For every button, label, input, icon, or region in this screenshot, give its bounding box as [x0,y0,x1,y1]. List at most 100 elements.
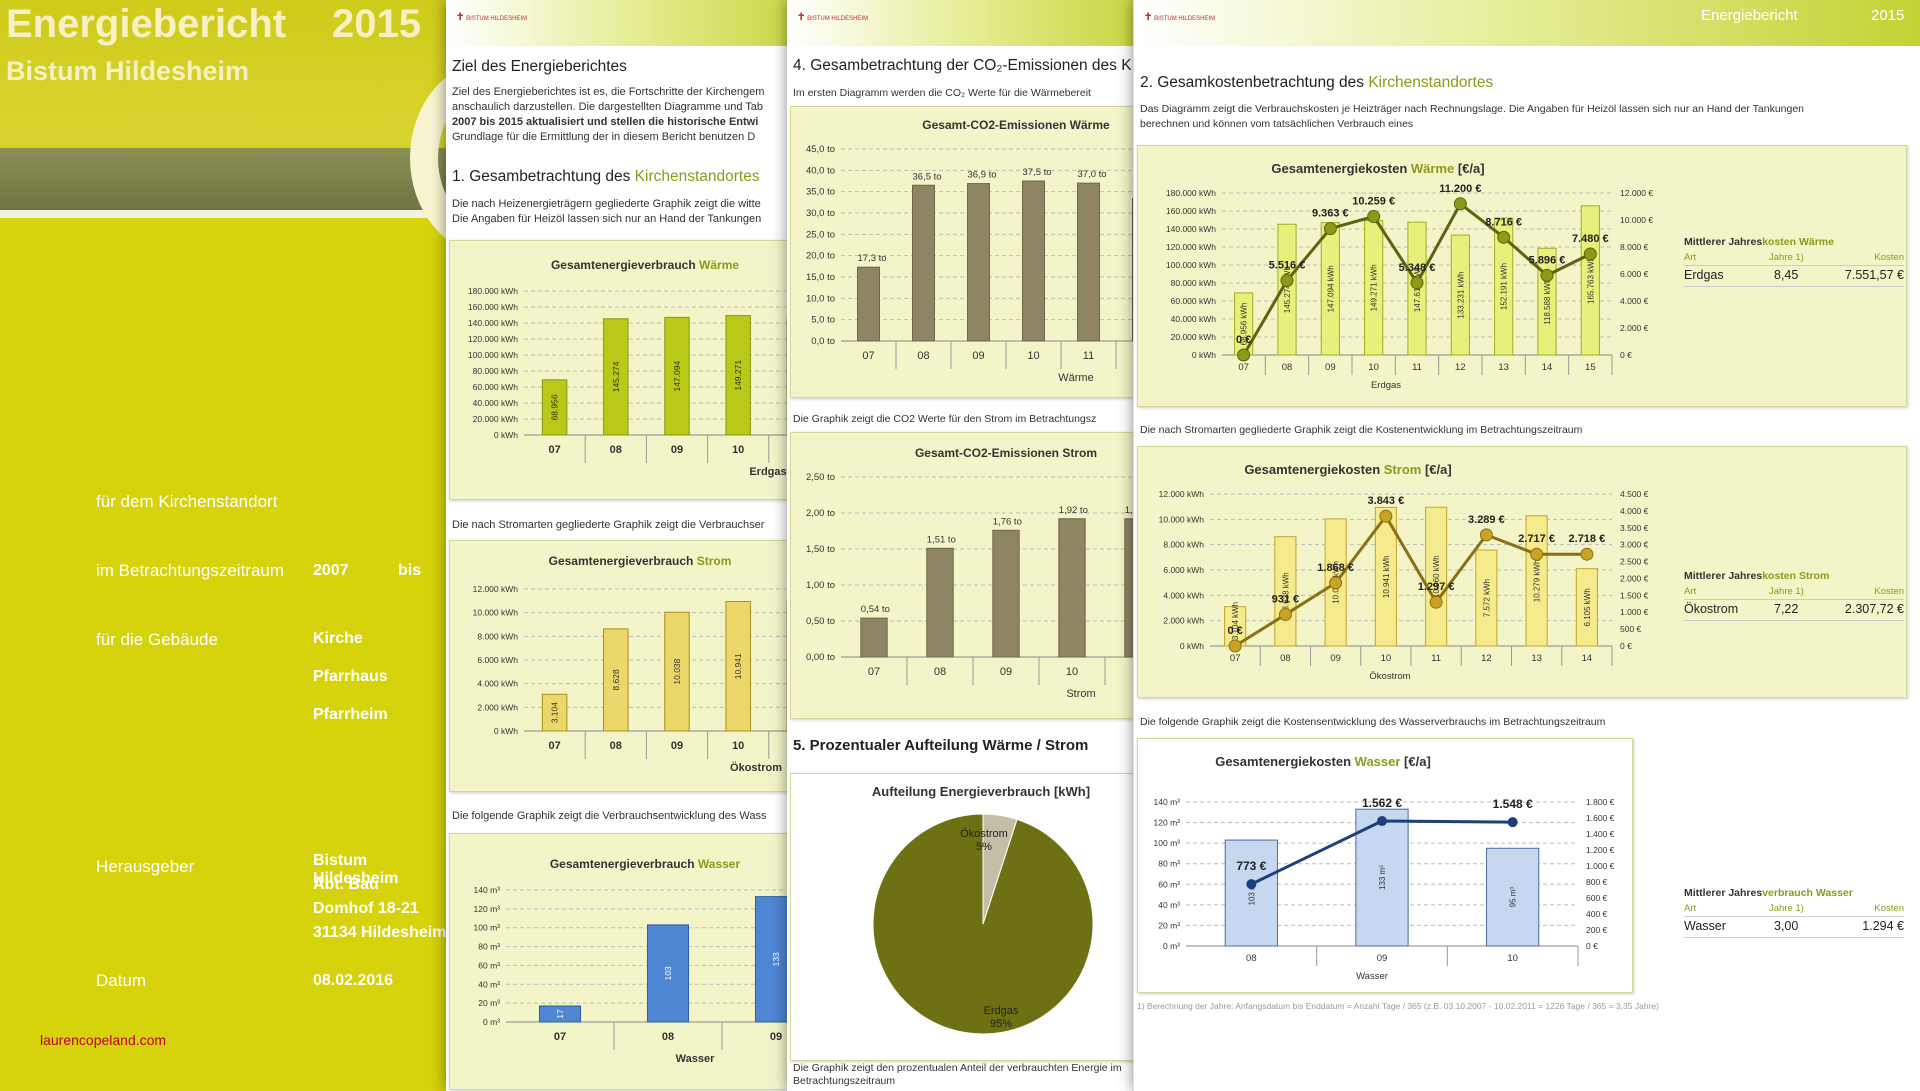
cost-label: 0 € [1236,334,1251,346]
page-header-band [1134,0,1920,46]
y-right-tick-label: 2.500 € [1620,557,1649,567]
chart-verbrauch-wasser-box: Gesamtenergieverbrauch Wasser 0 m³ 20 m³ 40… [449,833,816,1090]
data-label: 68.956 [550,394,560,420]
data-label: 133 [771,952,781,966]
y-tick-label: 2,50 to [806,472,835,483]
x-tick-label: 08 [917,350,929,362]
y-right-tick-label: 0 € [1620,641,1632,651]
table-heading: Mittlerer Jahreskosten Wärme [1684,236,1834,248]
bar [1077,182,1100,342]
y-left-tick-label: 12.000 kWh [1159,489,1205,499]
y-right-tick-label: 1.600 € [1586,813,1615,823]
data-label: 36,5 to [913,171,942,182]
datum-value: 08.02.2016 [313,972,394,989]
x-tick-label: 12 [1481,653,1492,664]
data-label: 103 [663,966,673,980]
y-right-tick-label: 2.000 € [1620,573,1649,583]
x-tick-label: 07 [548,740,560,752]
chart-title: Gesamtenergieverbrauch Wasser [550,857,741,871]
y-tick-label: 4.000 kWh [477,679,518,689]
cost-label: 2.718 € [1569,533,1606,545]
bistum-logo: ✝ BISTUM HILDESHEIM [797,12,869,23]
x-axis-label: Erdgas [749,466,786,478]
kosten-wasser-text: Die folgende Graphik zeigt die Kostensen… [1140,716,1606,728]
y-right-tick-label: 8.000 € [1620,242,1649,252]
bar [538,1005,582,1023]
cost-point [1329,576,1343,590]
chart-aufteilung-box: Aufteilung Energieverbrauch [kWh] Ökostro… [790,773,1147,1061]
bar [926,547,954,658]
chart-title: Gesamtenergiekosten Wasser [€/a] [1215,754,1431,769]
y-tick-label: 1,00 to [806,580,835,591]
watermark: laurencopeland.com [40,1032,167,1048]
y-tick-label: 10.000 kWh [473,608,519,618]
bar-label: 8.628 kWh [1281,572,1290,610]
bar [541,379,568,436]
x-tick-label: 13 [1531,653,1542,664]
bar-label: 118.588 kWh [1543,278,1552,325]
data-label: 0,54 to [861,604,890,615]
data-label: 17,3 to [858,253,887,264]
y-left-tick-label: 180.000 kWh [1166,188,1216,198]
data-label: 1,76 to [993,516,1022,527]
bar [1494,217,1514,356]
bar [1425,506,1448,647]
bar [1022,180,1045,342]
header-year: 2015 [1871,7,1905,24]
x-tick-label: 10 [732,740,744,752]
data-label: 1,92 to [1059,505,1088,516]
x-tick-label: 10 [1507,953,1518,964]
cost-point [1410,276,1424,290]
y-tick-label: 80.000 kWh [473,366,519,376]
chart-kosten-wasser-box: Gesamtenergiekosten Wasser [€/a] 0 m³ 20 m… [1137,738,1633,993]
bar [1277,223,1297,356]
herausgeber-name: Bistum Hildesheim [313,852,399,887]
chart-title: Gesamt-CO2-Emissionen Strom [915,446,1097,460]
y-right-tick-label: 4.500 € [1620,489,1649,499]
y-left-tick-label: 80 m³ [1158,859,1180,869]
x-tick-label: 07 [862,350,874,362]
cost-point [1530,547,1544,561]
cost-point [1323,222,1337,236]
y-tick-label: 8.000 kWh [477,631,518,641]
table-rule [1684,937,1904,938]
x-tick-label: 09 [671,740,683,752]
x-axis-label: Wärme [1058,372,1093,384]
x-tick-label: 08 [1280,653,1291,664]
y-left-tick-label: 60 m³ [1158,879,1180,889]
section-kosten-text: Das Diagramm zeigt die Verbrauchskosten … [1140,103,1805,130]
chart-co2-strom-box: Gesamt-CO2-Emissionen Strom 0,00 to 0,50 t… [790,432,1147,719]
y-left-tick-label: 10.000 kWh [1159,514,1205,524]
y-tick-label: 20.000 kWh [473,414,519,424]
cost-point [1479,528,1493,542]
y-tick-label: 0,00 to [806,652,835,663]
y-tick-label: 180.000 kWh [468,286,518,296]
y-tick-label: 35,0 to [806,187,835,198]
section-ziel-title: Ziel des Energieberichtes [452,58,627,75]
cost-point [1278,608,1292,622]
data-label: 17 [555,1009,565,1019]
section-kosten-title: 2. Gesamkostenbetrachtung des Kirchensta… [1140,74,1494,91]
x-tick-label: 09 [770,1031,782,1043]
y-left-tick-label: 2.000 kWh [1163,616,1204,626]
cost-label: 8.716 € [1485,216,1522,228]
chart-title: Aufteilung Energieverbrauch [kWh] [872,784,1090,799]
x-tick-label: 10 [1027,350,1039,362]
cover-title: Energiebericht [6,2,287,46]
table-rule [1684,265,1904,266]
x-axis-label: Ökostrom [1369,671,1410,682]
y-left-tick-label: 120.000 kWh [1166,242,1216,252]
gebaeude-label: für die Gebäude [96,630,218,649]
report-page-2: ✝ BISTUM HILDESHEIM Ziel des Energieberi… [446,0,816,1091]
y-tick-label: 45,0 to [806,144,835,155]
x-axis-label: Wasser [676,1053,715,1065]
chart-kosten-strom: Gesamtenergiekosten Strom [€/a] 0 kWh 2.00… [1159,462,1649,682]
bar-label: 147.094 kWh [1326,265,1335,312]
y-tick-label: 15,0 to [806,272,835,283]
cover-white-strip [0,210,450,218]
chart-title: Gesamtenergieverbrauch Wärme [551,258,739,272]
y-left-tick-label: 140 m³ [1154,797,1181,807]
y-tick-label: 20,0 to [806,251,835,262]
y-left-tick-label: 80.000 kWh [1171,278,1217,288]
data-label: 36,9 to [968,170,997,181]
